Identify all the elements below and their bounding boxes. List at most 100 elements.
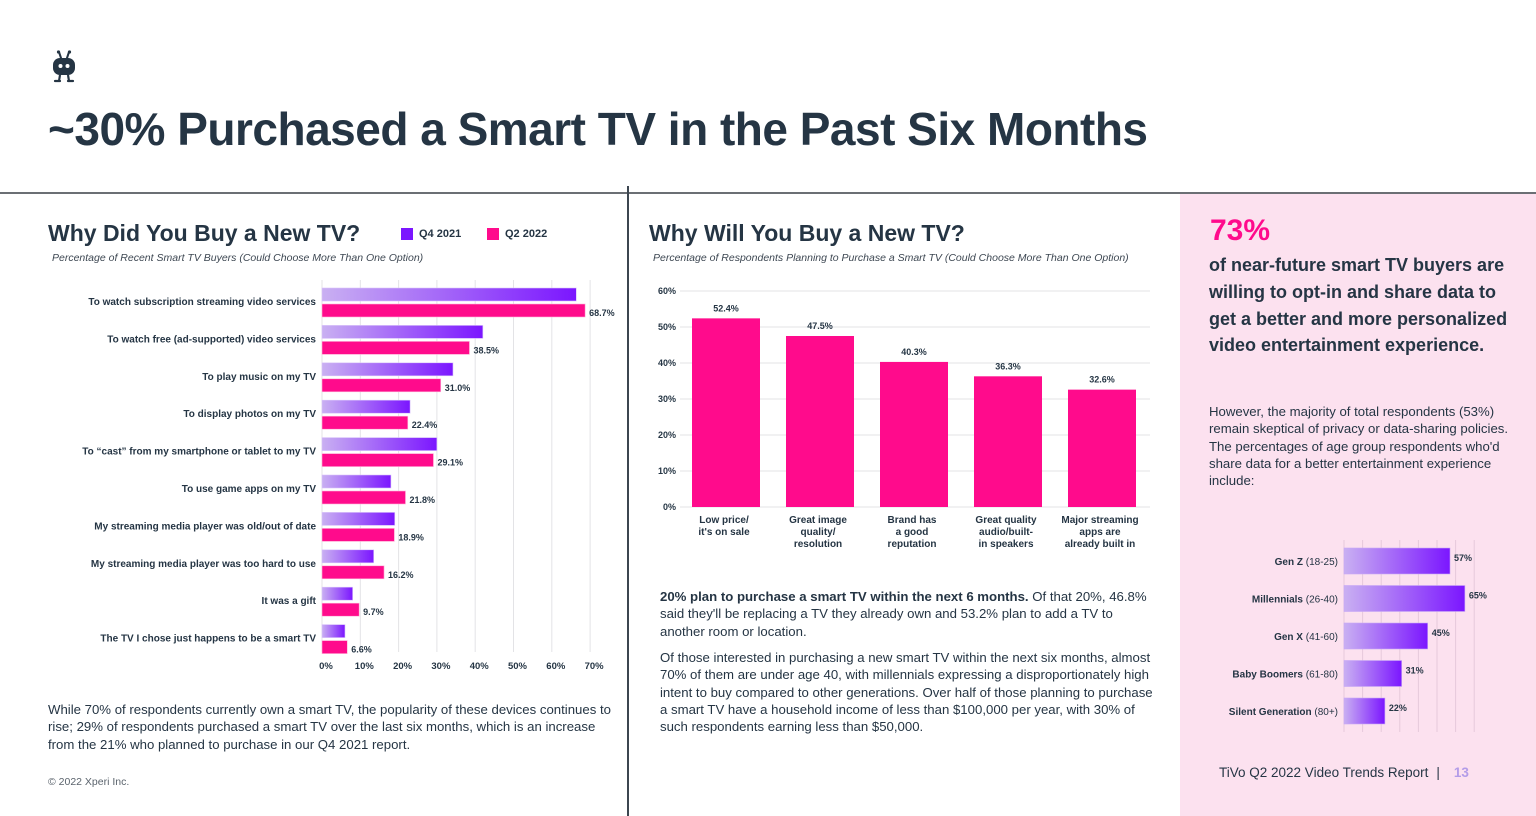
- category-label: Major streaming: [1061, 515, 1138, 526]
- bar: [1343, 622, 1428, 650]
- data-label: 6.6%: [351, 645, 372, 655]
- bar: [786, 336, 854, 507]
- legend-swatch-q4-2021: [401, 228, 413, 240]
- legend-q4-2021: Q4 2021: [401, 228, 461, 240]
- data-label: 31%: [1406, 666, 1424, 676]
- x-tick-label: 60%: [546, 661, 566, 672]
- bar: [974, 376, 1042, 507]
- category-label: a good: [896, 527, 929, 538]
- bar-q2-2022: [321, 528, 395, 542]
- bar-q2-2022: [321, 453, 434, 467]
- bar-q4-2021: [321, 512, 396, 526]
- x-tick-label: 10%: [355, 661, 375, 672]
- bar: [1343, 585, 1466, 612]
- category-label: To “cast” from my smartphone or tablet t…: [82, 447, 316, 458]
- x-tick-label: 30%: [431, 661, 451, 672]
- stat-description: of near-future smart TV buyers are willi…: [1209, 255, 1508, 356]
- data-label: 9.7%: [363, 607, 384, 617]
- middle-body-paragraph-1: 20% plan to purchase a smart TV within t…: [660, 588, 1156, 640]
- legend-q2-2022: Q2 2022: [487, 228, 547, 240]
- bar-q2-2022: [321, 415, 409, 430]
- data-label: 65%: [1469, 591, 1487, 601]
- age-group-name: Gen Z: [1275, 557, 1303, 568]
- data-label: 22%: [1389, 703, 1407, 713]
- age-range: (26-40): [1303, 595, 1338, 606]
- category-label: It was a gift: [262, 596, 317, 607]
- bar-q4-2021: [321, 399, 411, 414]
- bar: [1343, 547, 1451, 575]
- data-label: 22.4%: [412, 420, 438, 430]
- legend-label-q2-2022: Q2 2022: [505, 228, 548, 240]
- bar: [1343, 660, 1402, 687]
- x-tick-label: 20%: [393, 661, 413, 672]
- category-label: Millennials (26-40): [1252, 595, 1338, 606]
- data-label: 36.3%: [995, 361, 1021, 371]
- category-label: Low price/: [699, 515, 749, 526]
- data-label: 47.5%: [807, 321, 833, 331]
- data-label: 16.2%: [388, 570, 414, 580]
- bar-q2-2022: [321, 565, 385, 580]
- footer-separator: |: [1436, 765, 1440, 780]
- copyright: © 2022 Xperi Inc.: [48, 776, 130, 788]
- header-divider: [0, 192, 1536, 194]
- middle-body-paragraph-2: Of those interested in purchasing a new …: [660, 650, 1153, 735]
- legend-swatch-q2-2022: [487, 228, 499, 240]
- y-tick-label: 50%: [658, 322, 676, 332]
- column-divider: [627, 186, 629, 816]
- y-tick-label: 10%: [658, 466, 676, 476]
- left-chart-title: Why Did You Buy a New TV?: [48, 220, 361, 246]
- data-label: 40.3%: [901, 347, 927, 357]
- bar-q4-2021: [321, 287, 577, 302]
- bar: [880, 361, 948, 507]
- category-label: already built in: [1065, 539, 1136, 550]
- report-footer: TiVo Q2 2022 Video Trends Report | 13: [1219, 765, 1469, 780]
- tivo-robot-icon: [53, 50, 75, 83]
- category-label: apps are: [1079, 527, 1121, 538]
- x-tick-label: 40%: [470, 661, 490, 672]
- bar-q2-2022: [321, 378, 442, 393]
- bar-q4-2021: [321, 624, 346, 638]
- data-label: 32.6%: [1089, 375, 1115, 385]
- report-name: TiVo Q2 2022 Video Trends Report: [1219, 765, 1429, 780]
- data-label: 52.4%: [713, 303, 739, 313]
- data-label: 31.0%: [445, 383, 471, 393]
- age-group-name: Baby Boomers: [1232, 670, 1303, 681]
- category-label: To watch subscription streaming video se…: [88, 297, 316, 308]
- category-label: resolution: [794, 539, 842, 550]
- data-label: 21.8%: [409, 495, 435, 505]
- category-label: To display photos on my TV: [183, 409, 316, 420]
- age-group-name: Silent Generation: [1229, 707, 1312, 718]
- category-label: My streaming media player was old/out of…: [94, 521, 316, 532]
- age-range: (18-25): [1303, 557, 1338, 568]
- bar-q4-2021: [321, 362, 454, 377]
- category-label: in speakers: [978, 539, 1033, 550]
- category-label: To play music on my TV: [202, 372, 316, 383]
- category-label: Silent Generation (80+): [1229, 707, 1338, 718]
- bar: [1068, 389, 1136, 507]
- panel-body-text: However, the majority of total responden…: [1209, 404, 1509, 489]
- bar-q2-2022: [321, 640, 348, 654]
- age-group-name: Gen X: [1274, 632, 1303, 643]
- category-label: Brand has: [888, 515, 937, 526]
- age-range: (41-60): [1303, 632, 1338, 643]
- category-label: Baby Boomers (61-80): [1232, 670, 1338, 681]
- data-label: 57%: [1454, 553, 1472, 563]
- bar-q4-2021: [321, 325, 484, 339]
- data-label: 29.1%: [437, 458, 463, 468]
- bar-q4-2021: [321, 474, 392, 489]
- left-body-text: While 70% of respondents currently own a…: [48, 702, 611, 752]
- category-label: The TV I chose just happens to be a smar…: [100, 634, 316, 645]
- bar: [1343, 697, 1386, 725]
- left-chart-subtitle: Percentage of Recent Smart TV Buyers (Co…: [52, 252, 424, 264]
- category-label: audio/built-: [979, 527, 1033, 538]
- data-label: 18.9%: [398, 532, 424, 542]
- bar-q2-2022: [321, 602, 360, 617]
- y-tick-label: 0%: [663, 502, 676, 512]
- big-stat: 73%: [1210, 214, 1271, 247]
- page-title: ~30% Purchased a Smart TV in the Past Si…: [48, 103, 1148, 155]
- age-group-name: Millennials: [1252, 595, 1304, 606]
- age-range: (80+): [1312, 707, 1338, 718]
- middle-body-bold: 20% plan to purchase a smart TV within t…: [660, 589, 1029, 604]
- data-label: 38.5%: [473, 345, 499, 355]
- category-label: My streaming media player was too hard t…: [91, 559, 317, 570]
